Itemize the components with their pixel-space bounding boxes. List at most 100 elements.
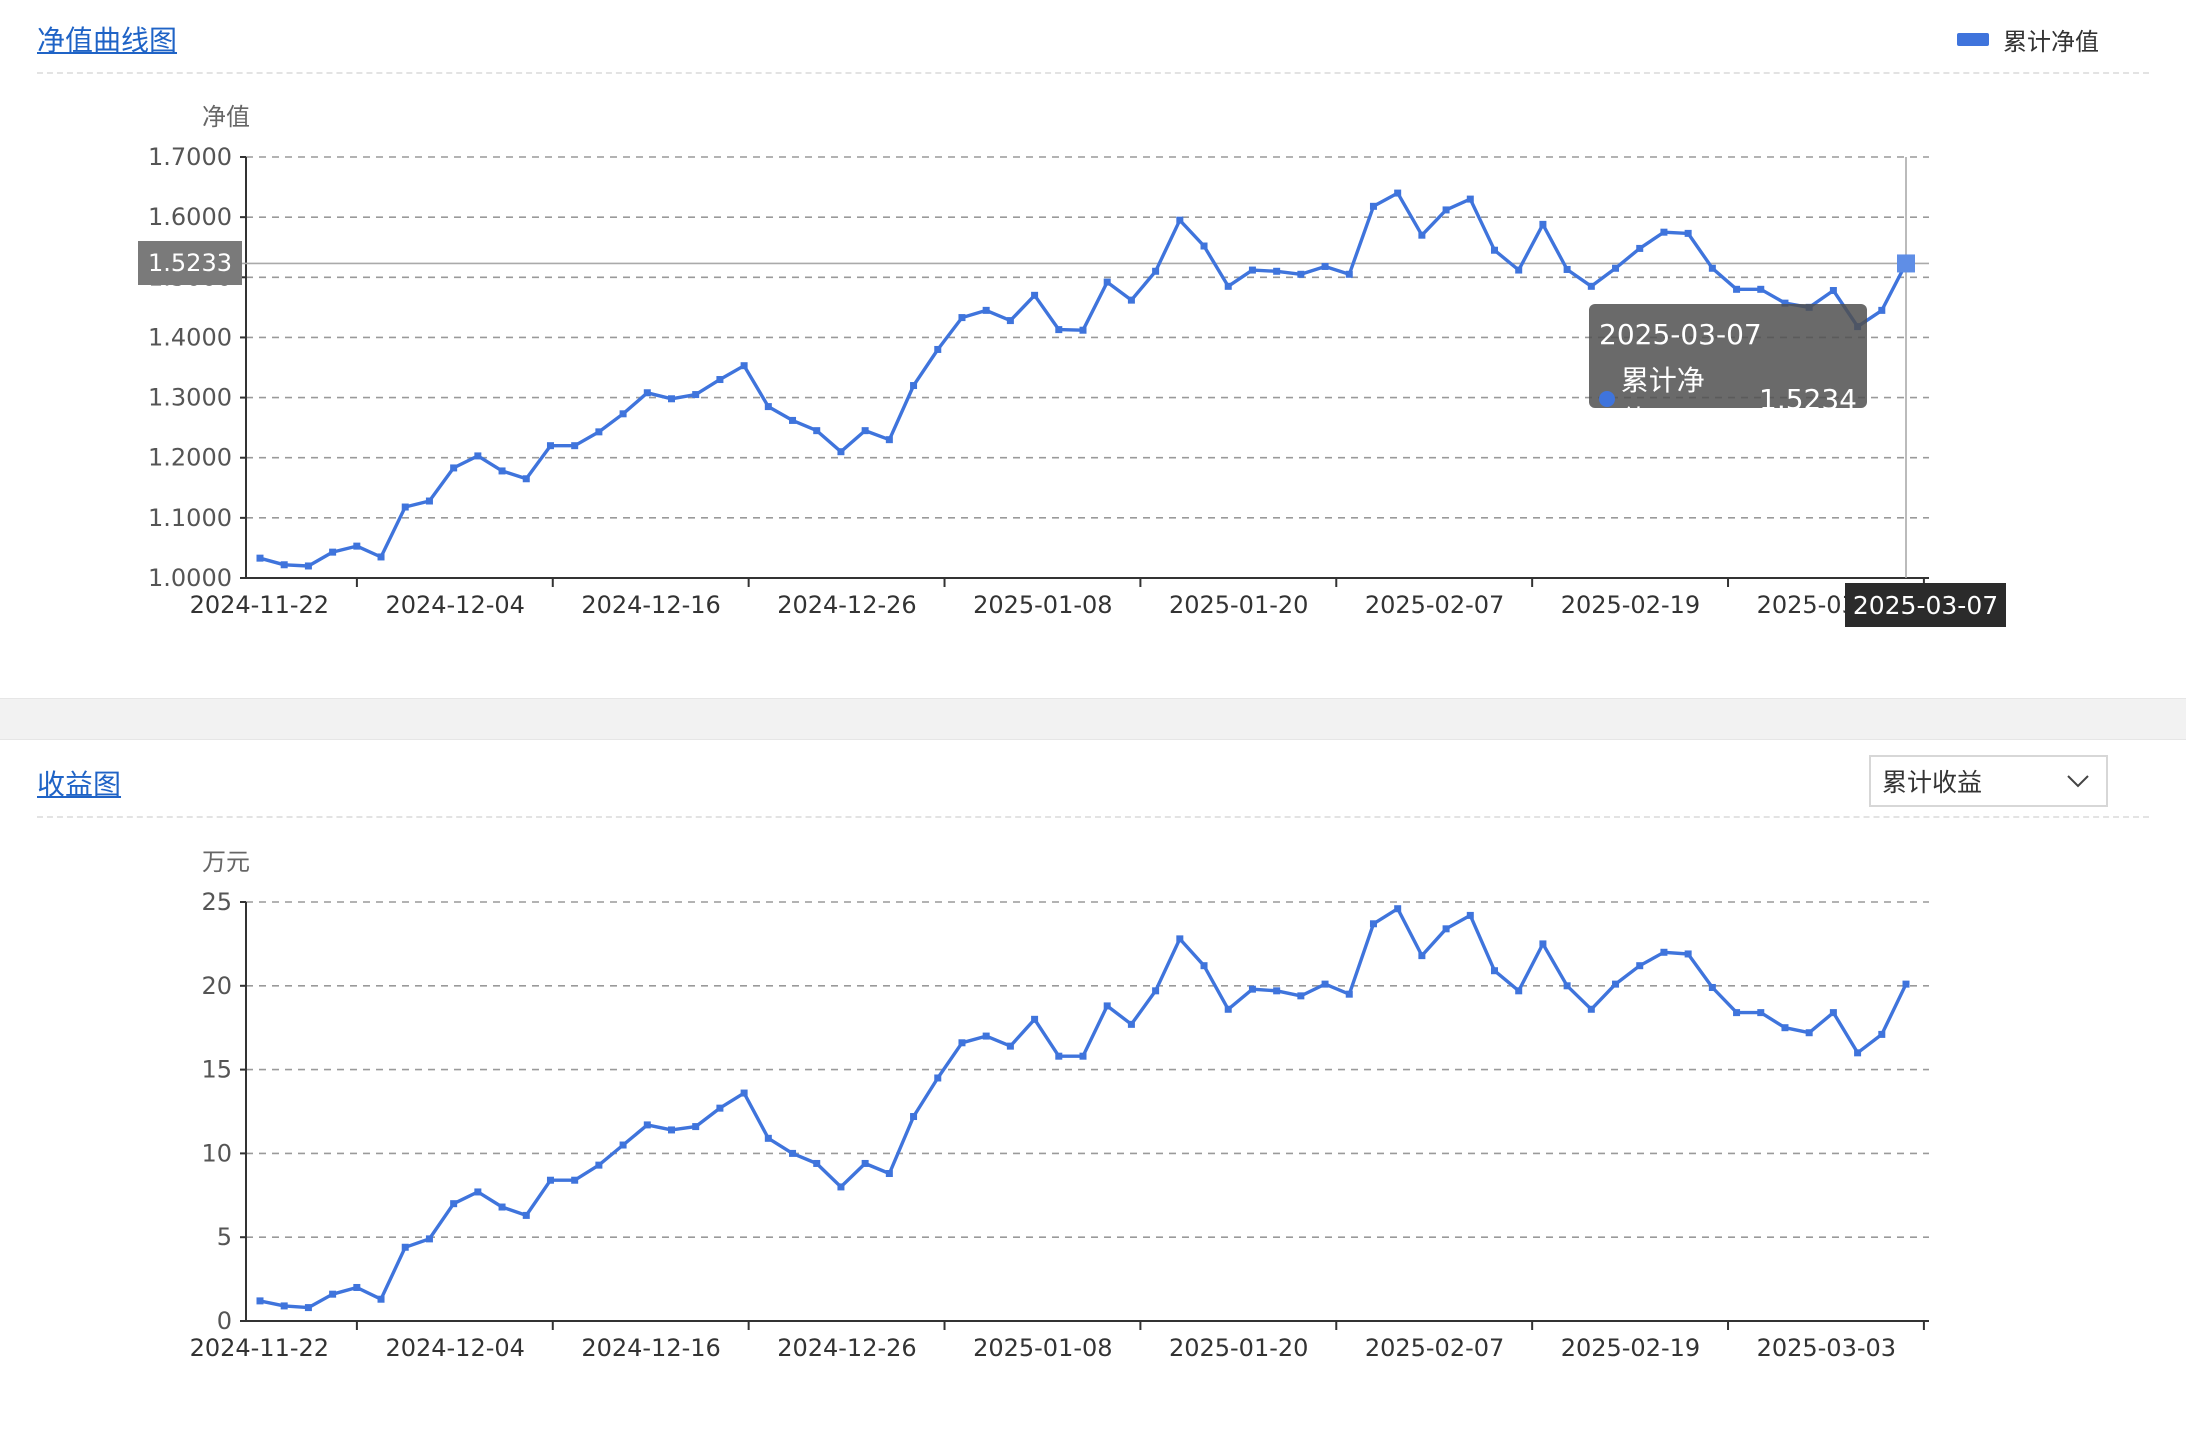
data-point <box>304 562 312 570</box>
data-point <box>1321 262 1329 270</box>
tooltip-series-label: 累计净值： <box>1620 364 1705 437</box>
y-tick-label: 20 <box>201 972 232 1000</box>
data-point <box>619 410 627 418</box>
series-dot-icon <box>1599 391 1615 407</box>
profit-chart-title[interactable]: 收益图 <box>37 768 122 801</box>
data-point <box>716 1104 724 1112</box>
data-point <box>1466 195 1474 203</box>
data-point <box>1612 264 1620 272</box>
data-point <box>910 382 918 390</box>
select-value: 累计收益 <box>1882 768 1983 797</box>
data-point <box>1515 987 1523 995</box>
data-point <box>595 1161 603 1169</box>
data-point <box>1781 1024 1789 1032</box>
data-point <box>1248 266 1256 274</box>
data-point <box>1829 287 1837 295</box>
data-point <box>1297 270 1305 278</box>
data-point <box>1587 1005 1595 1013</box>
data-point <box>1757 1009 1765 1017</box>
x-tick-label: 2024-12-26 <box>777 591 916 619</box>
data-point <box>958 1039 966 1047</box>
data-point <box>546 1176 554 1184</box>
nav-panel-divider <box>37 72 2149 74</box>
data-point <box>789 1149 797 1157</box>
data-point <box>764 403 772 411</box>
y-tick-label: 10 <box>201 1139 232 1167</box>
data-point <box>1394 189 1402 197</box>
data-point <box>982 306 990 314</box>
x-tick-label: 2025-01-20 <box>1169 591 1308 619</box>
data-point <box>1491 246 1498 254</box>
data-point <box>329 548 337 556</box>
y-tick-label: 0 <box>217 1307 232 1335</box>
data-point <box>934 345 942 353</box>
data-point <box>1152 987 1160 995</box>
nav-legend[interactable]: 累计净值 <box>1957 22 2099 57</box>
data-point <box>522 475 530 483</box>
data-point <box>1539 220 1547 228</box>
x-tick-label: 2025-01-08 <box>973 1334 1112 1362</box>
data-point <box>837 1183 845 1191</box>
data-point <box>740 1089 748 1097</box>
data-point <box>1176 935 1184 943</box>
chart-tooltip: 2025-03-07 累计净值： 1.5234 <box>1589 304 1867 437</box>
data-point <box>571 442 579 450</box>
panel-separator <box>0 698 2186 740</box>
data-point <box>1273 267 1281 275</box>
data-point <box>1369 202 1377 210</box>
data-point <box>1418 952 1426 960</box>
y-tick-label: 25 <box>201 888 232 916</box>
x-tick-label: 2024-12-04 <box>385 1334 524 1362</box>
data-point <box>1515 266 1523 274</box>
data-point <box>1612 980 1620 988</box>
data-point <box>692 1123 700 1131</box>
data-point <box>1248 985 1256 993</box>
data-point <box>1345 270 1353 278</box>
data-point <box>1273 987 1281 995</box>
data-point <box>1442 925 1450 933</box>
data-point <box>425 497 433 505</box>
y-tick-label: 1.2000 <box>148 444 232 472</box>
data-point <box>1394 905 1402 913</box>
data-point <box>425 1235 433 1243</box>
data-point <box>353 1283 361 1291</box>
y-tick-label: 1.1000 <box>148 504 232 532</box>
data-point <box>304 1304 312 1312</box>
data-point <box>1321 980 1329 988</box>
data-point <box>1636 962 1644 970</box>
data-point <box>1829 1009 1837 1017</box>
data-point <box>377 1295 385 1303</box>
data-point <box>377 553 385 561</box>
data-point <box>1055 1052 1063 1060</box>
x-tick-label: 2024-12-26 <box>777 1334 916 1362</box>
data-point <box>1491 967 1498 975</box>
x-axis-pointer-label: 2025-03-07 <box>1845 583 2006 627</box>
tooltip-date: 2025-03-07 <box>1599 318 1762 351</box>
data-point <box>522 1211 530 1219</box>
data-point <box>1708 264 1716 272</box>
data-point <box>546 442 554 450</box>
data-point <box>1878 1030 1886 1038</box>
nav-chart-title[interactable]: 净值曲线图 <box>37 24 178 57</box>
data-point <box>643 389 651 397</box>
data-point <box>1733 1009 1741 1017</box>
profit-line-chart[interactable]: 万元 0 5 10 15 20 25 2024-11-22 2024-12-04 2024-12-… <box>0 740 2186 1442</box>
data-point <box>1006 1042 1014 1050</box>
data-point <box>1127 1020 1135 1028</box>
y-tick-label: 1.7000 <box>148 143 232 171</box>
data-point <box>1369 920 1377 928</box>
data-point <box>668 1126 675 1134</box>
nav-line-chart[interactable]: 净值1.00001.10001.20001.30001.40001.50001.… <box>0 0 2186 698</box>
data-point <box>813 427 821 435</box>
data-point <box>595 428 603 436</box>
data-point <box>1103 278 1111 286</box>
data-point <box>1539 940 1547 948</box>
profit-type-select[interactable]: 累计收益 <box>1869 755 2108 807</box>
data-point <box>861 1159 869 1167</box>
data-point <box>1006 317 1014 325</box>
data-point <box>1127 296 1135 304</box>
y-tick-label: 1.4000 <box>148 323 232 351</box>
data-point <box>1079 1052 1087 1060</box>
data-point <box>1442 206 1450 214</box>
x-tick-label: 2025-01-20 <box>1169 1334 1308 1362</box>
